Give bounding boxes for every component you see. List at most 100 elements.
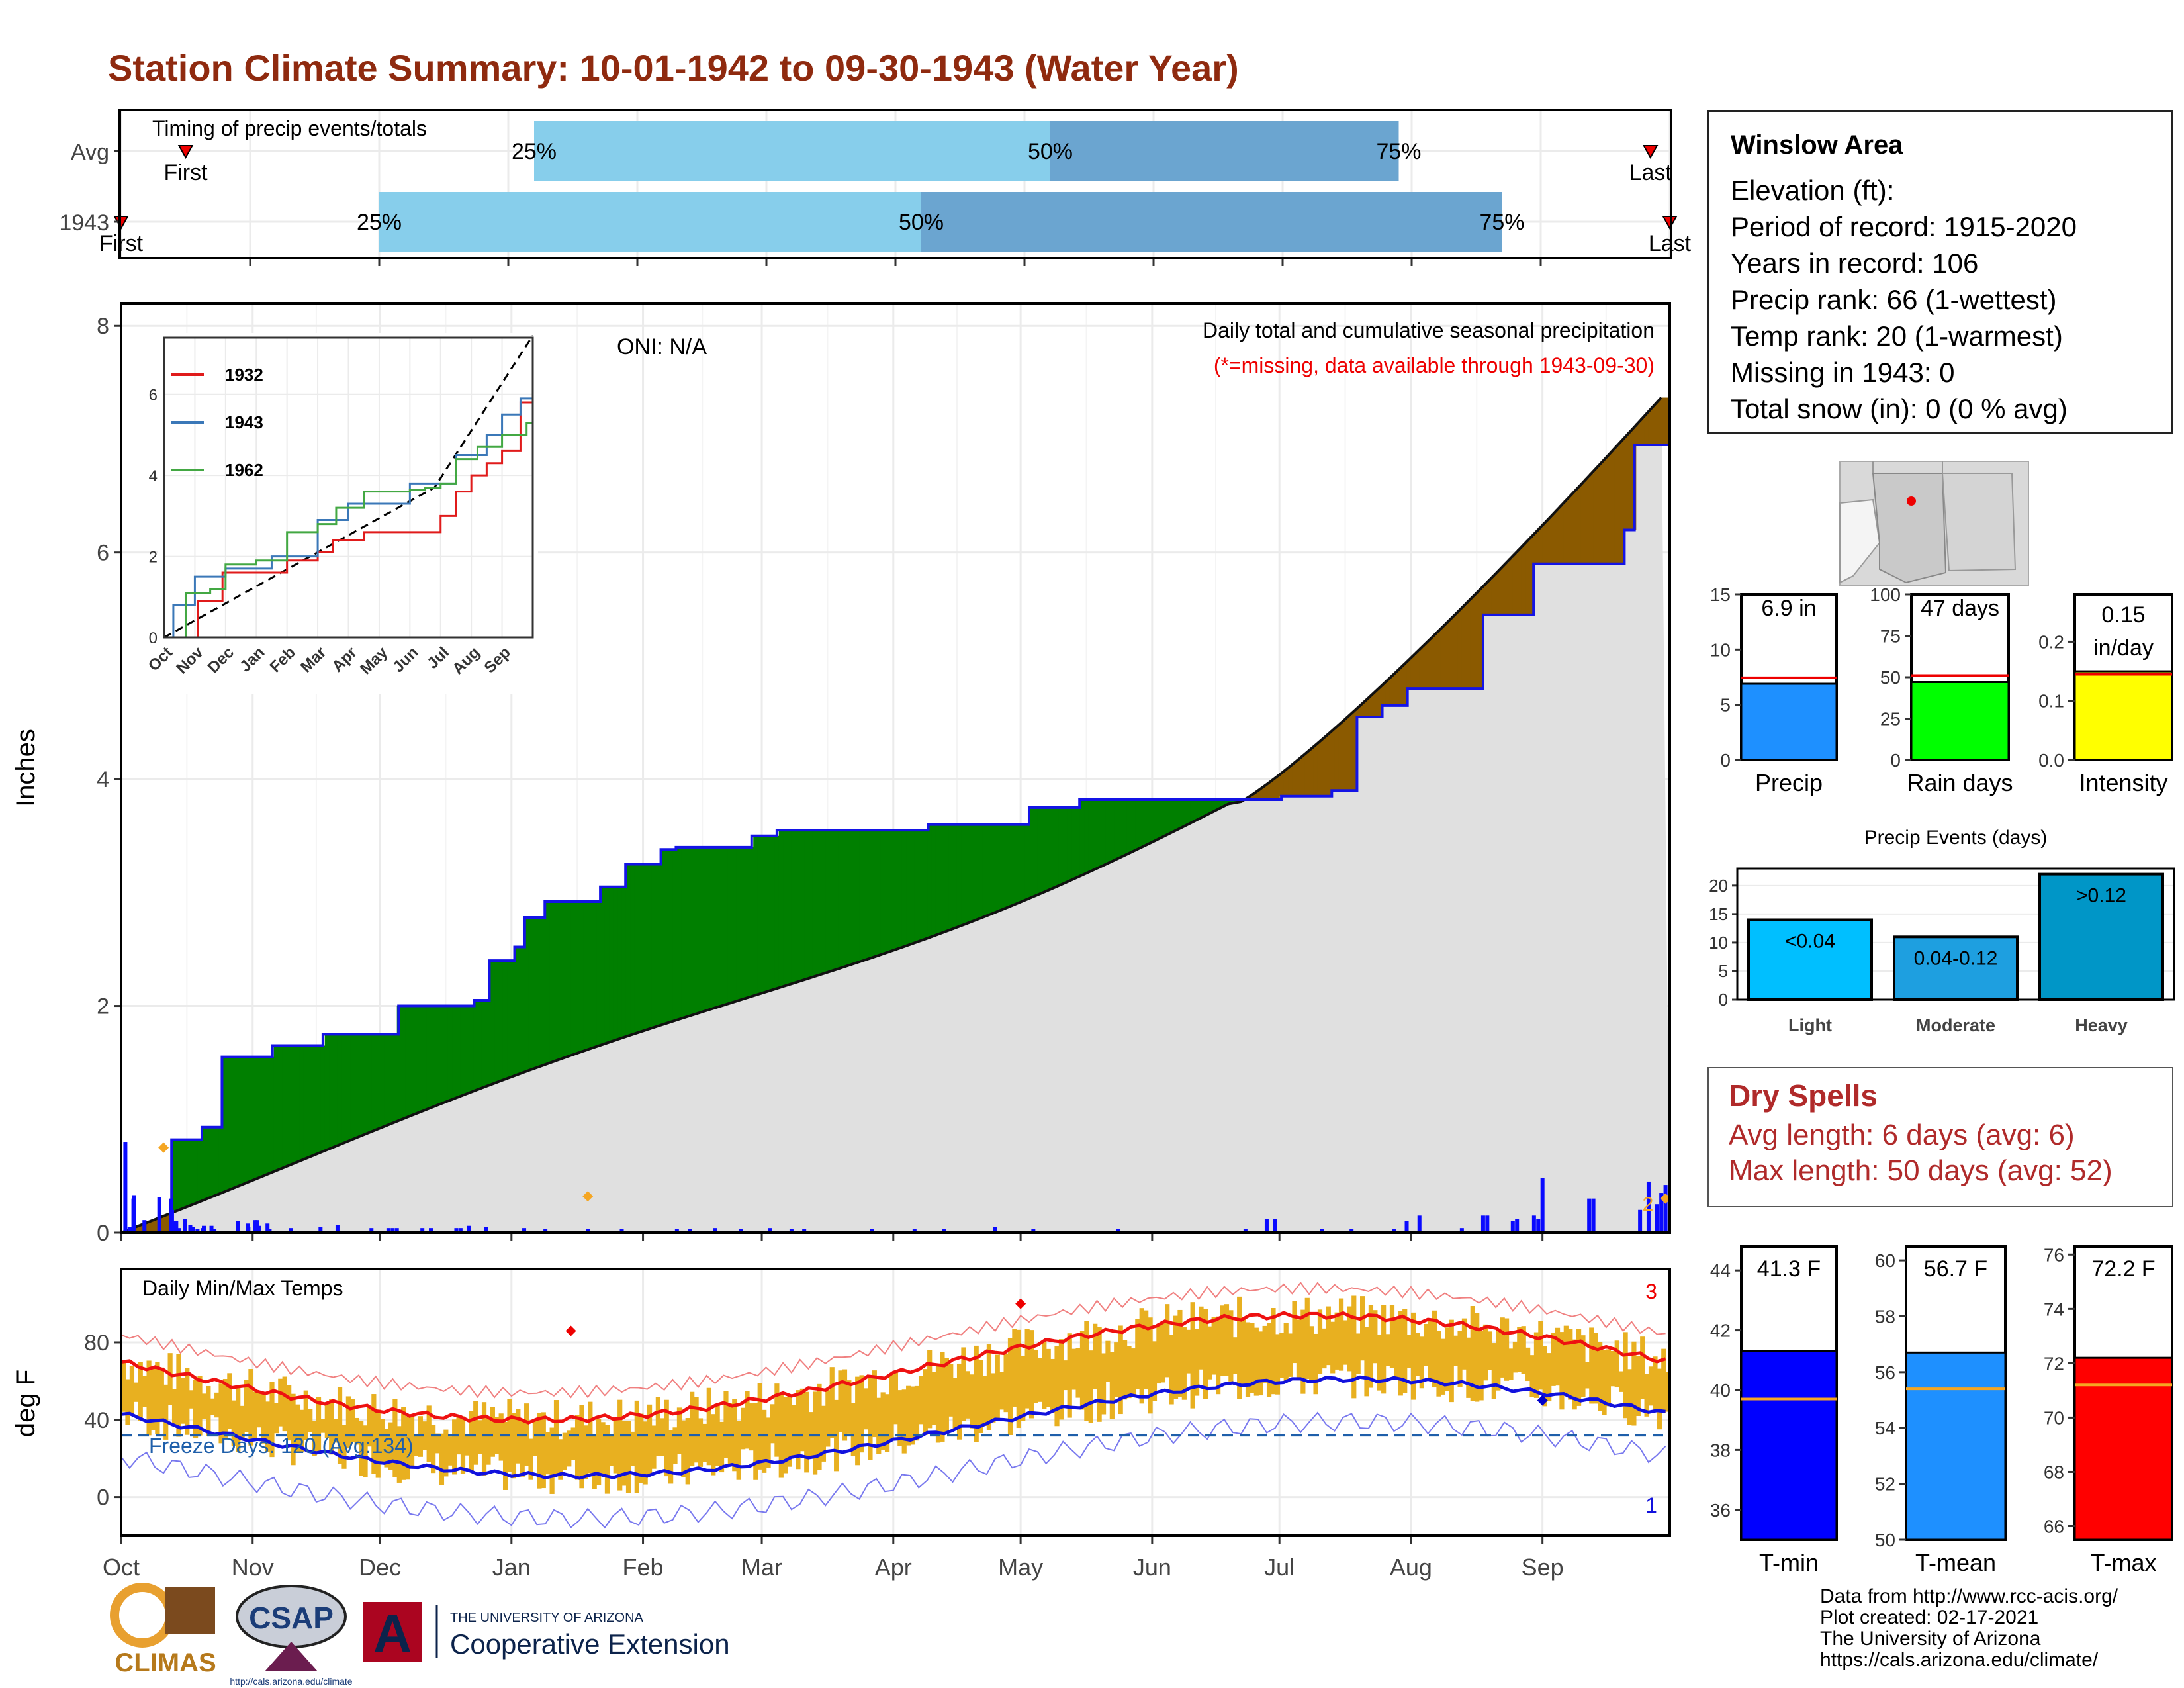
above-normal-band bbox=[884, 830, 889, 953]
daily-temp-bar bbox=[919, 1376, 924, 1425]
daily-temp-bar bbox=[134, 1382, 139, 1402]
daily-temp-bar bbox=[295, 1404, 300, 1453]
above-normal-band bbox=[516, 947, 521, 1075]
temp-bar-name: T-mean bbox=[1915, 1549, 1996, 1576]
daily-temp-bar bbox=[863, 1388, 869, 1430]
daily-temp-bar bbox=[1533, 1332, 1539, 1398]
above-normal-band bbox=[218, 1127, 224, 1194]
daily-precip-bar bbox=[188, 1225, 193, 1233]
below-normal-band bbox=[1432, 635, 1437, 689]
above-normal-band bbox=[664, 849, 669, 1023]
above-normal-band bbox=[1021, 824, 1026, 902]
daily-temp-bar bbox=[1101, 1353, 1107, 1415]
inset-series-1932 bbox=[164, 378, 534, 639]
daily-temp-bar bbox=[244, 1380, 250, 1432]
above-normal-band bbox=[834, 830, 839, 970]
daily-temp-bar bbox=[1130, 1348, 1136, 1395]
temp-bar-value-label: 56.7 F bbox=[1924, 1256, 1987, 1282]
above-normal-band bbox=[901, 830, 907, 947]
map-state-az bbox=[1872, 473, 1947, 584]
above-normal-band bbox=[817, 830, 822, 975]
record-low-count: 1 bbox=[1645, 1493, 1657, 1517]
month-label: Jul bbox=[1264, 1554, 1295, 1581]
daily-temp-bar bbox=[193, 1379, 199, 1439]
daily-temp-bar bbox=[961, 1347, 966, 1421]
mini-bar-ytick-label: 50 bbox=[1880, 667, 1901, 688]
daily-temp-bar bbox=[1003, 1353, 1009, 1413]
temp-bar-ytick-label: 54 bbox=[1875, 1418, 1895, 1438]
daily-temp-bar bbox=[868, 1374, 873, 1460]
daily-temp-bar bbox=[1313, 1333, 1318, 1395]
daily-temp-bar bbox=[197, 1376, 203, 1436]
timing-pct-label: 75% bbox=[1376, 139, 1421, 164]
above-normal-band bbox=[613, 886, 618, 1041]
info-missing: Missing in 1943: 0 bbox=[1731, 357, 1955, 388]
above-normal-band bbox=[273, 1045, 279, 1171]
location-map bbox=[1839, 461, 2029, 586]
daily-temp-bar bbox=[1203, 1309, 1208, 1399]
daily-temp-bar bbox=[621, 1421, 627, 1486]
daily-precip-bar bbox=[1349, 1229, 1354, 1233]
below-normal-band bbox=[1368, 696, 1373, 717]
above-normal-band bbox=[350, 1034, 355, 1140]
above-normal-band bbox=[846, 830, 852, 966]
above-normal-band bbox=[1148, 799, 1153, 843]
below-normal-band bbox=[1576, 487, 1581, 564]
above-normal-band bbox=[1024, 824, 1030, 900]
daily-temp-bar bbox=[978, 1360, 983, 1434]
above-normal-band bbox=[388, 1034, 393, 1124]
above-normal-band bbox=[1232, 799, 1238, 803]
daily-temp-bar bbox=[630, 1431, 635, 1466]
daily-temp-bar bbox=[1449, 1319, 1454, 1403]
events-ytick-label: 20 bbox=[1709, 876, 1728, 896]
above-normal-band bbox=[486, 1000, 491, 1086]
station-name: Winslow Area bbox=[1731, 130, 1903, 160]
daily-temp-bar bbox=[672, 1427, 678, 1464]
daily-temp-bar bbox=[1338, 1298, 1344, 1371]
below-normal-band bbox=[1424, 643, 1429, 689]
daily-precip-bar bbox=[1638, 1209, 1643, 1233]
above-normal-band bbox=[1207, 799, 1212, 814]
daily-temp-bar bbox=[150, 1368, 156, 1430]
daily-temp-bar bbox=[460, 1416, 466, 1474]
daily-temp-bar bbox=[625, 1421, 631, 1493]
precip-frame bbox=[120, 302, 1671, 1234]
daily-temp-bar bbox=[222, 1379, 228, 1438]
daily-precip-bar bbox=[1417, 1215, 1422, 1233]
daily-temp-bar bbox=[1479, 1331, 1484, 1401]
timing-pct-label: 50% bbox=[1028, 139, 1073, 164]
daily-temp-bar bbox=[999, 1372, 1005, 1410]
daily-temp-bar bbox=[1631, 1341, 1637, 1426]
daily-precip-bar bbox=[195, 1229, 200, 1233]
daily-temp-bar bbox=[278, 1378, 283, 1427]
month-label: Jun bbox=[1133, 1554, 1171, 1581]
daily-temp-bar bbox=[965, 1371, 970, 1419]
temp-bar-ytick-label: 52 bbox=[1875, 1474, 1895, 1495]
below-normal-band bbox=[1606, 455, 1611, 564]
daily-temp-bar bbox=[1496, 1329, 1501, 1391]
daily-temp-bar bbox=[880, 1392, 886, 1450]
daily-precip-bar bbox=[1243, 1229, 1248, 1233]
below-normal-band bbox=[1512, 553, 1518, 615]
above-normal-band bbox=[1224, 799, 1229, 805]
below-normal-band bbox=[1449, 618, 1454, 689]
daily-temp-bar bbox=[1250, 1323, 1255, 1393]
temp-bar-T-mean bbox=[1905, 1351, 2007, 1541]
climas-logo-ring bbox=[110, 1583, 175, 1648]
daily-temp-bar bbox=[1547, 1353, 1552, 1402]
above-normal-band bbox=[244, 1056, 249, 1183]
daily-temp-bar bbox=[1619, 1371, 1624, 1392]
above-normal-band bbox=[287, 1045, 292, 1166]
temp-bar-name: T-max bbox=[2090, 1549, 2156, 1576]
daily-temp-bar bbox=[155, 1362, 160, 1434]
daily-temp-bar bbox=[681, 1420, 686, 1477]
daily-temp-bar bbox=[1343, 1320, 1348, 1365]
daily-temp-bar bbox=[1114, 1342, 1119, 1398]
below-normal-band bbox=[1661, 397, 1666, 445]
above-normal-band bbox=[371, 1034, 377, 1131]
above-normal-band bbox=[324, 1034, 330, 1150]
daily-temp-bar bbox=[337, 1387, 343, 1464]
above-normal-band bbox=[214, 1127, 220, 1196]
above-normal-band bbox=[443, 1006, 449, 1102]
